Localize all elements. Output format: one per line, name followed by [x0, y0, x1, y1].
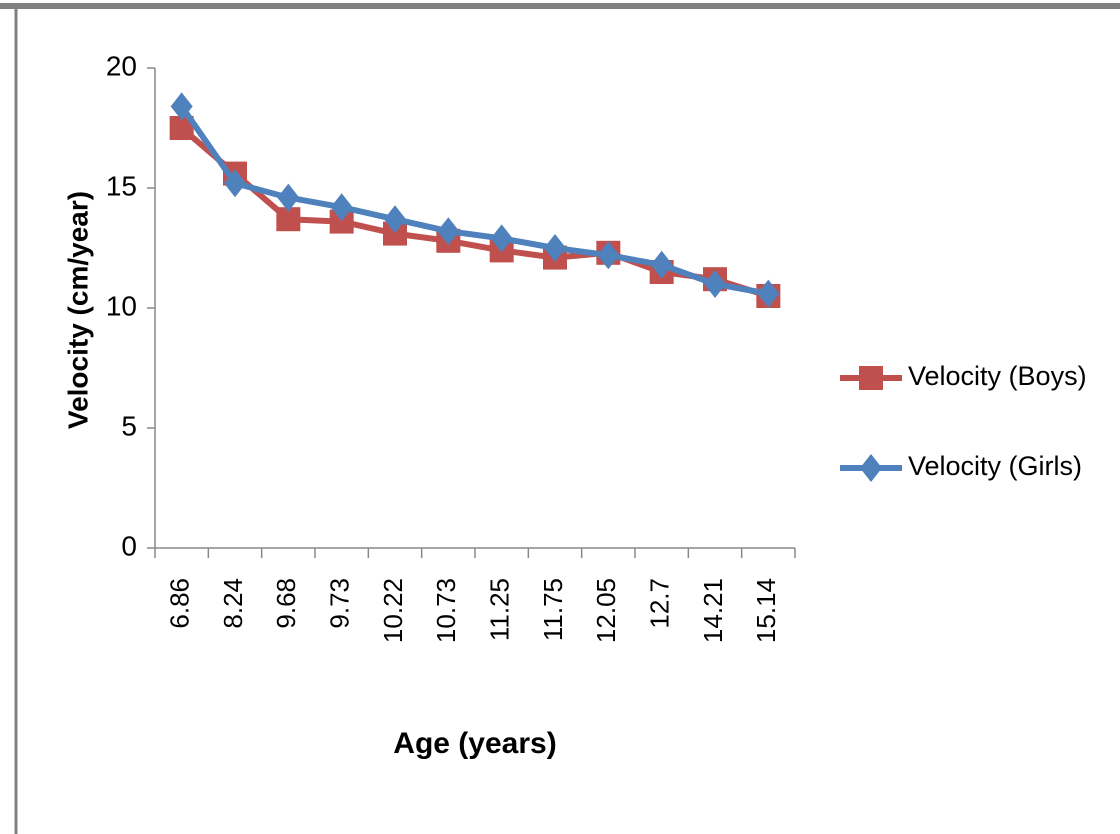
x-tick-label: 12.05 — [591, 578, 621, 643]
legend-marker — [859, 366, 883, 390]
legend-marker — [860, 454, 882, 482]
point-marker — [650, 250, 673, 279]
x-tick-label: 9.73 — [325, 578, 355, 629]
x-tick-label: 10.73 — [431, 578, 461, 643]
point-marker — [224, 169, 246, 198]
y-tick-label: 20 — [106, 50, 137, 81]
y-axis-title: Velocity (cm/year) — [62, 191, 93, 429]
legend-label: Velocity (Boys) — [908, 361, 1087, 391]
point-marker — [330, 193, 353, 222]
point-marker — [757, 279, 780, 308]
x-tick-label: 9.68 — [271, 578, 301, 629]
x-tick-label: 11.25 — [485, 578, 515, 641]
point-marker — [437, 217, 460, 246]
point-marker — [597, 241, 620, 270]
x-axis-title: Age (years) — [393, 727, 556, 760]
y-tick-label: 15 — [106, 170, 137, 201]
point-marker — [490, 224, 513, 253]
x-tick-label: 14.21 — [698, 578, 728, 643]
x-tick-label: 8.24 — [218, 578, 248, 629]
legend-label: Velocity (Girls) — [908, 451, 1082, 481]
point-marker — [384, 205, 406, 234]
x-tick-label: 12.7 — [645, 578, 675, 629]
x-tick-label: 15.14 — [751, 578, 781, 643]
point-marker — [170, 92, 193, 121]
point-marker — [277, 183, 300, 212]
y-tick-label: 5 — [121, 410, 137, 441]
y-tick-label: 0 — [121, 530, 137, 561]
point-marker — [544, 234, 566, 262]
x-tick-label: 6.86 — [165, 578, 195, 629]
x-tick-label: 11.75 — [538, 578, 568, 641]
point-marker — [704, 270, 726, 298]
x-tick-label: 10.22 — [378, 578, 408, 643]
y-tick-label: 10 — [106, 290, 137, 321]
